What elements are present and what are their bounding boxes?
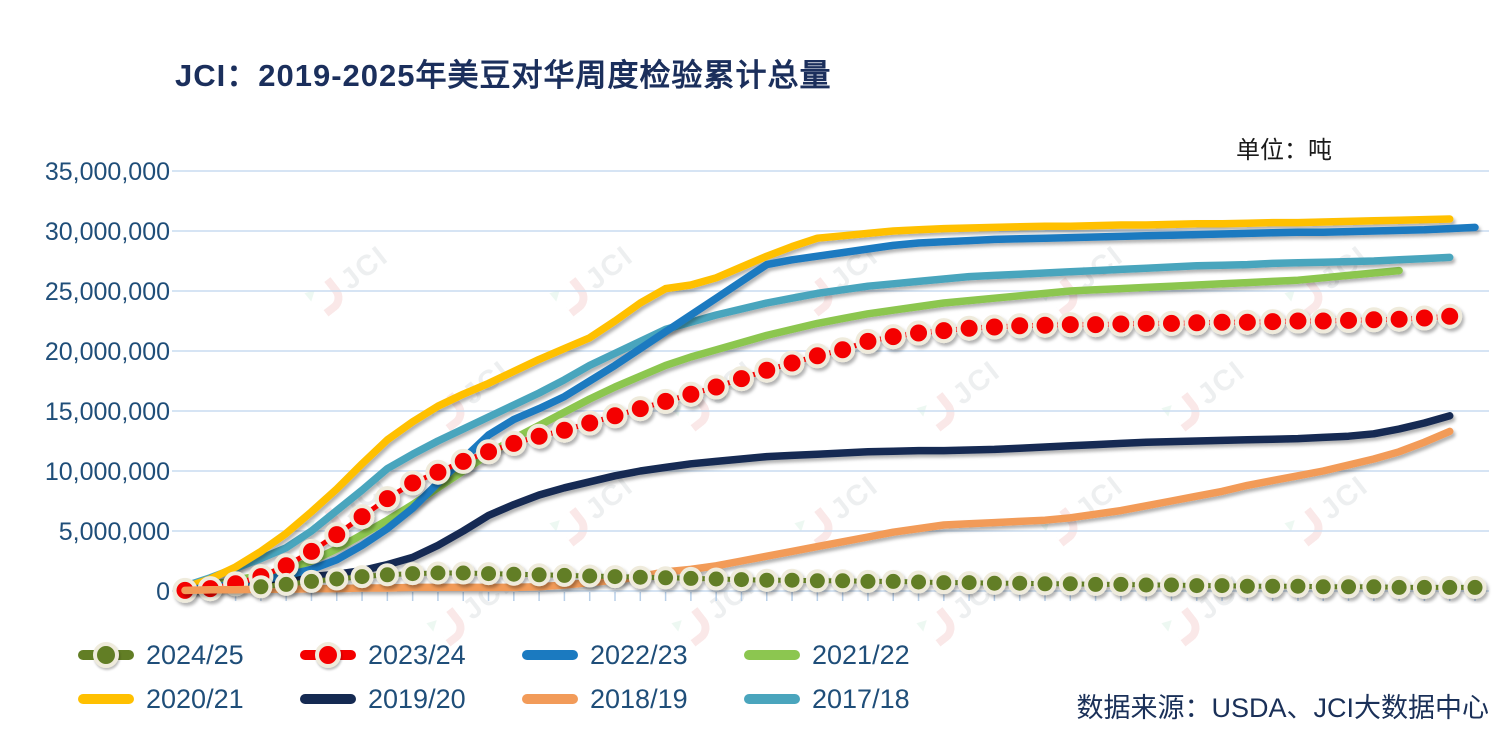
- legend-label: 2024/25: [146, 639, 244, 670]
- legend-swatch-icon: [300, 694, 356, 704]
- page-title: JCI：2019-2025年美豆对华周度检验累计总量: [175, 58, 832, 93]
- series-2018-19: [181, 427, 1454, 595]
- legend-swatch-icon: [78, 694, 134, 704]
- y-tick-label: 0: [156, 578, 170, 606]
- y-tick-label: 10,000,000: [45, 458, 170, 486]
- legend-swatch-icon: [744, 650, 800, 660]
- legend-item-2017-18[interactable]: 2017/18: [744, 677, 966, 721]
- legend-label: 2021/22: [812, 639, 910, 670]
- legend-item-2024-25[interactable]: 2024/25: [78, 633, 300, 677]
- legend-item-2020-21[interactable]: 2020/21: [78, 677, 300, 721]
- y-tick-label: 15,000,000: [45, 398, 170, 426]
- series-2022-23: [181, 223, 1479, 594]
- legend-label: 2020/21: [146, 683, 244, 714]
- legend-marker-dot-icon: [315, 642, 341, 668]
- legend-label: 2018/19: [590, 683, 688, 714]
- y-tick-label: 5,000,000: [59, 518, 170, 546]
- data-source-caption: 数据来源：USDA、JCI大数据中心: [1076, 693, 1489, 723]
- legend-swatch-icon: [522, 694, 578, 704]
- legend-swatch-icon: [78, 642, 134, 668]
- series-2020-21: [181, 215, 1454, 592]
- series-2024-25: [249, 561, 1487, 599]
- unit-label: 单位：吨: [1236, 137, 1332, 164]
- y-tick-label: 35,000,000: [45, 158, 170, 186]
- legend-label: 2022/23: [590, 639, 688, 670]
- legend-item-2021-22[interactable]: 2021/22: [744, 633, 966, 677]
- series-2023-24: [172, 303, 1463, 603]
- legend-item-2018-19[interactable]: 2018/19: [522, 677, 744, 721]
- y-tick-label: 25,000,000: [45, 278, 170, 306]
- legend-item-2023-24[interactable]: 2023/24: [300, 633, 522, 677]
- legend-label: 2017/18: [812, 683, 910, 714]
- y-axis-labels: 0 5,000,000 10,000,000 15,000,000 20,000,000…: [45, 158, 170, 606]
- legend-swatch-icon: [744, 694, 800, 704]
- legend-label: 2023/24: [368, 639, 466, 670]
- legend-marker-dot-icon: [93, 642, 119, 668]
- series-2019-20: [181, 412, 1454, 594]
- series-2017-18: [181, 253, 1454, 590]
- legend-swatch-icon: [300, 642, 356, 668]
- legend-item-2019-20[interactable]: 2019/20: [300, 677, 522, 721]
- data-series: [172, 215, 1487, 603]
- series-2021-22: [181, 266, 1403, 593]
- chart-legend: 2024/25 2023/24 2022/23 2021/22 2020/21 2019/…: [78, 633, 978, 721]
- y-tick-label: 20,000,000: [45, 338, 170, 366]
- y-tick-label: 30,000,000: [45, 218, 170, 246]
- legend-item-2022-23[interactable]: 2022/23: [522, 633, 744, 677]
- legend-label: 2019/20: [368, 683, 466, 714]
- legend-swatch-icon: [522, 650, 578, 660]
